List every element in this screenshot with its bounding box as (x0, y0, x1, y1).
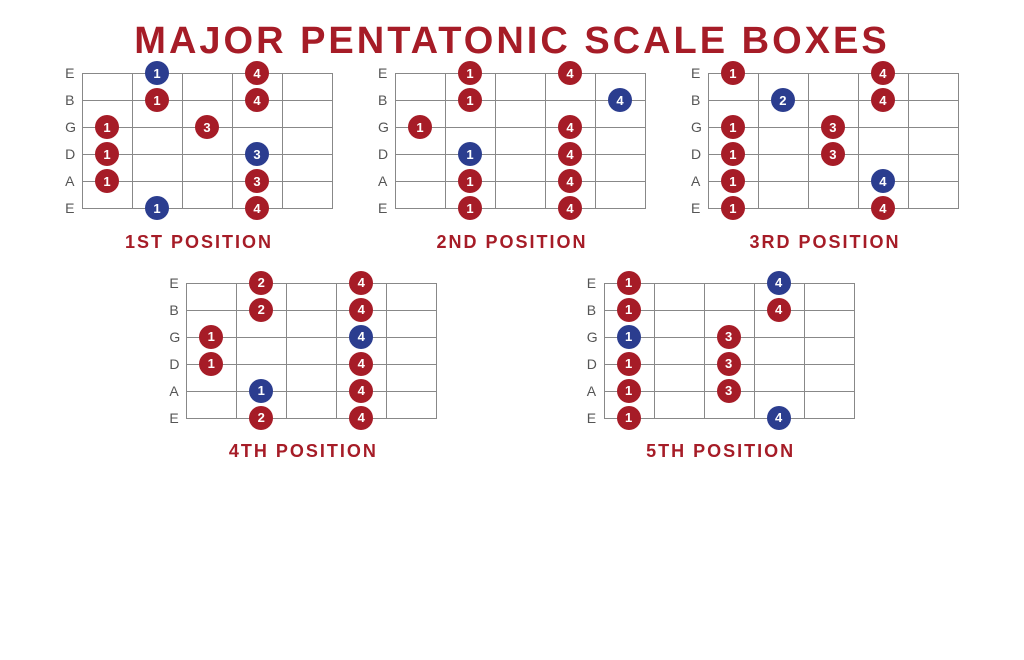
fret-grid: 141413131314 (604, 283, 855, 419)
string-label: D (587, 350, 598, 377)
string-label: E (169, 404, 180, 431)
string-label: A (691, 168, 702, 195)
string-label: E (587, 269, 598, 296)
string-label: E (691, 195, 702, 222)
string-label: E (691, 60, 702, 87)
string-label: B (65, 87, 76, 114)
string-label: E (587, 404, 598, 431)
fret-grid: 141414141414 (395, 73, 646, 209)
fret-grid: 141413131314 (82, 73, 333, 209)
string-label: A (65, 168, 76, 195)
string-label: A (378, 168, 389, 195)
string-label: E (169, 269, 180, 296)
string-label: G (587, 323, 598, 350)
string-label: G (65, 114, 76, 141)
string-label: E (378, 195, 389, 222)
diagrams-container: EBGDAE1414131313141ST POSITIONEBGDAE1414… (0, 73, 1024, 482)
string-label: G (378, 114, 389, 141)
string-label: E (65, 195, 76, 222)
string-labels: EBGDAE (378, 60, 389, 222)
string-label: D (65, 141, 76, 168)
string-label: B (378, 87, 389, 114)
fretboard-diagram-5: EBGDAE1414131313145TH POSITION (587, 283, 855, 463)
string-label: A (587, 377, 598, 404)
position-caption: 5TH POSITION (646, 441, 795, 462)
string-labels: EBGDAE (587, 269, 598, 431)
position-caption: 4TH POSITION (229, 441, 378, 462)
page-title: MAJOR PENTATONIC SCALE BOXES (0, 20, 1024, 63)
fretboard-diagram-1: EBGDAE1414131313141ST POSITION (65, 73, 333, 253)
string-label: B (587, 296, 598, 323)
string-label: D (169, 350, 180, 377)
position-caption: 1ST POSITION (125, 232, 273, 253)
diagram-row-1: EBGDAE1414131313141ST POSITIONEBGDAE1414… (20, 73, 1004, 253)
string-label: B (691, 87, 702, 114)
position-caption: 2ND POSITION (436, 232, 587, 253)
position-caption: 3RD POSITION (749, 232, 900, 253)
fret-grid: 242414141424 (186, 283, 437, 419)
string-labels: EBGDAE (691, 60, 702, 222)
diagram-row-2: EBGDAE2424141414244TH POSITIONEBGDAE1414… (20, 283, 1004, 463)
string-label: A (169, 377, 180, 404)
fret-grid: 142413131414 (708, 73, 959, 209)
fretboard-diagram-4: EBGDAE2424141414244TH POSITION (169, 283, 437, 463)
string-label: D (378, 141, 389, 168)
string-label: D (691, 141, 702, 168)
string-label: E (378, 60, 389, 87)
string-label: G (691, 114, 702, 141)
string-labels: EBGDAE (169, 269, 180, 431)
fretboard-diagram-2: EBGDAE1414141414142ND POSITION (378, 73, 646, 253)
fretboard-diagram-3: EBGDAE1424131314143RD POSITION (691, 73, 959, 253)
string-label: G (169, 323, 180, 350)
string-labels: EBGDAE (65, 60, 76, 222)
string-label: B (169, 296, 180, 323)
string-label: E (65, 60, 76, 87)
